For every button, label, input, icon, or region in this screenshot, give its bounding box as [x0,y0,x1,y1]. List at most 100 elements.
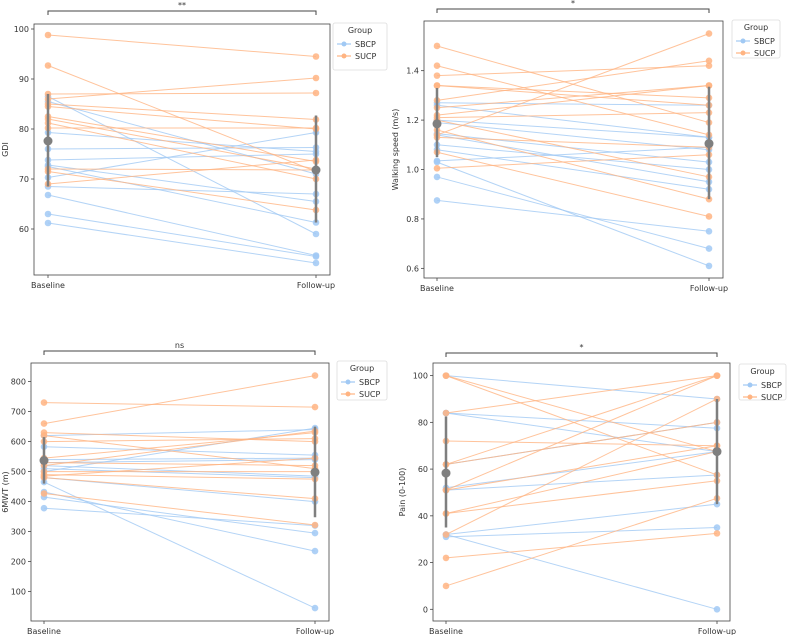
point-followup-sbcp [705,227,713,235]
y-tick-label: 0.8 [406,215,419,224]
subject-line-sbcp [43,496,316,534]
point-followup-sucp [311,372,319,379]
subject-line-sbcp [47,101,317,175]
subplot-1: 60 70 80 90 100 Baseline Follow-up GDI ** Group SB… [1,1,388,290]
subject-line-sucp [436,85,710,116]
x-tick-label: Baseline [31,281,65,290]
point-baseline-sucp [442,531,450,538]
subject-line-sucp [47,92,317,95]
y-tick-label: 40 [418,512,428,521]
y-tick-label: 70 [19,175,29,184]
y-tick-label: 700 [11,408,26,417]
subject-line-sucp [43,432,316,443]
legend-title: Group [744,23,768,32]
point-baseline-sucp [433,42,441,50]
point-baseline-sbcp [44,191,52,199]
subject-line-sbcp [43,459,316,464]
subject-line-sucp [436,119,710,178]
subject-line-sbcp [47,132,317,152]
subject-line-sucp [43,430,316,467]
subject-line-sucp [436,151,710,217]
x-tick-label: Baseline [27,627,61,635]
point-followup-sbcp [311,547,319,555]
point-followup-sbcp [311,529,319,537]
y-axis-label: 6MWT (m) [1,471,10,512]
legend-marker-sucp [345,391,351,397]
subject-line-sucp [47,171,317,211]
subject-line-sucp [43,375,316,425]
y-tick-label: 80 [418,418,428,427]
x-tick-label: Follow-up [297,281,335,290]
subject-line-sucp [43,462,316,467]
y-tick-label: 200 [11,558,26,567]
point-baseline-sucp [40,490,48,497]
subject-line-sucp [47,168,317,171]
point-followup-sucp [705,213,713,220]
legend-label-sbcp: SBCP [359,378,380,387]
subject-line-sbcp [436,146,710,162]
subject-line-sbcp [43,427,316,473]
subject-line-sucp [47,159,317,185]
x-tick-label: Baseline [420,284,454,293]
point-followup-sbcp [705,262,713,270]
y-tick-label: 500 [11,468,26,477]
subject-line-sbcp [43,457,316,461]
significance-label: * [571,0,575,8]
subject-line-sbcp [43,468,316,479]
point-baseline-sucp [442,372,450,379]
point-baseline-sucp [442,582,450,590]
point-followup-sucp [705,82,713,89]
legend-box [731,19,781,59]
point-baseline-sbcp [433,173,441,181]
mean-point [43,136,53,146]
subject-line-sbcp [445,534,718,610]
subject-line-sucp [436,84,710,106]
subject-line-sucp [436,154,710,169]
axes-frame [33,23,331,276]
significance-label: ** [178,1,186,10]
subject-line-sbcp [47,222,317,264]
mean-point [712,447,722,457]
significance-label: * [580,343,584,352]
legend-label-sbcp: SBCP [754,37,775,46]
significance-bracket [445,352,718,357]
point-baseline-sucp [44,62,52,69]
subject-line-sucp [445,497,718,587]
subject-line-sbcp [436,149,710,190]
mean-point [39,456,49,465]
y-axis-label: GDI [1,142,10,157]
significance-label: ns [175,341,184,350]
subject-line-sbcp [47,164,317,202]
point-followup-sucp [705,30,713,37]
subject-line-sbcp [436,104,710,138]
y-tick-label: 20 [418,559,428,568]
point-baseline-sucp [40,399,48,406]
point-followup-sucp [312,74,320,82]
subject-line-sucp [47,34,317,57]
y-tick-label: 100 [11,588,26,597]
subject-line-sucp [436,136,710,148]
subject-line-sucp [43,474,316,480]
mean-point [432,119,442,129]
point-followup-sbcp [705,245,713,252]
subject-line-sbcp [445,451,718,489]
subject-line-sbcp [47,194,317,256]
point-followup-sucp [705,57,713,65]
mean-point [704,139,714,149]
legend-box [738,363,787,401]
subject-line-sbcp [47,132,317,178]
y-tick-label: 0 [423,605,428,614]
subject-line-sucp [47,116,317,162]
subject-line-sucp [445,451,718,514]
y-tick-label: 1.2 [406,116,419,125]
subject-line-sucp [47,77,317,100]
legend-marker-sbcp [345,379,351,385]
subject-line-sucp [445,480,718,514]
point-baseline-sucp [40,432,48,439]
point-baseline-sucp [433,82,441,89]
subject-line-sucp [436,84,710,99]
point-followup-sucp [312,53,320,60]
legend-label-sbcp: SBCP [355,40,376,49]
point-followup-sbcp [312,259,320,267]
subject-line-sucp [43,477,316,500]
